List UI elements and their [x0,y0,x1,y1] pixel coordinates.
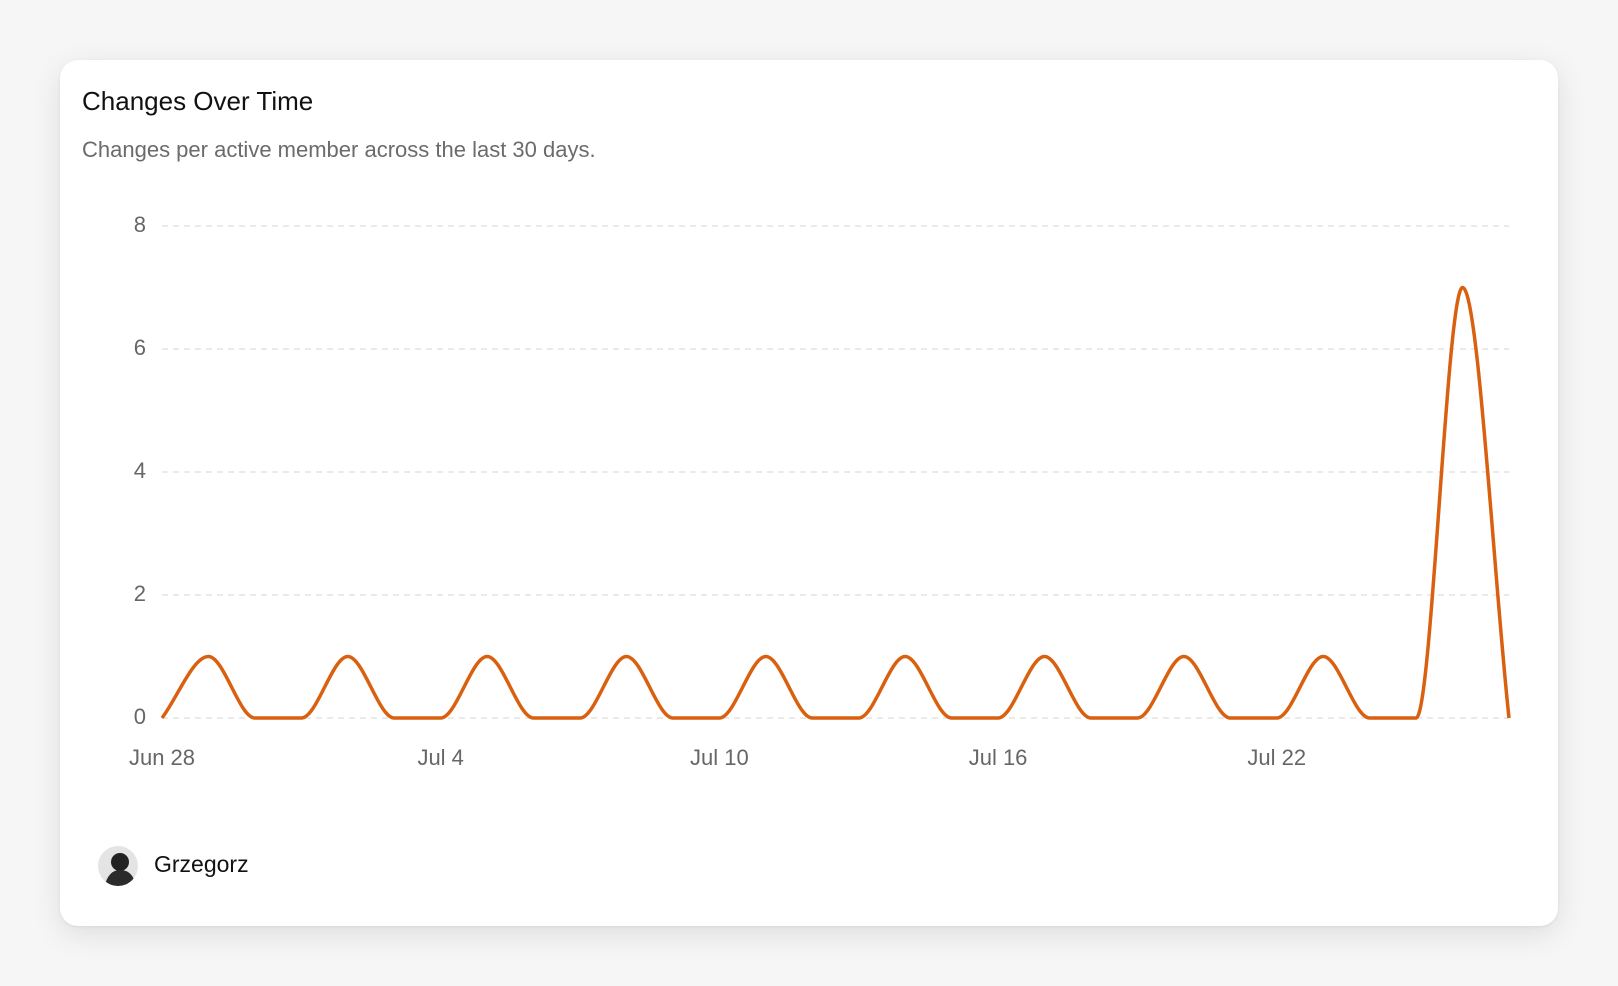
x-tick-label: Jul 16 [969,745,1028,770]
chart-subtitle: Changes per active member across the las… [82,137,596,162]
legend-label: Grzegorz [154,851,249,877]
y-tick-label: 0 [134,704,146,729]
x-tick-label: Jun 28 [129,745,195,770]
x-tick-label: Jul 4 [417,745,463,770]
x-tick-label: Jul 22 [1247,745,1306,770]
y-tick-label: 2 [134,581,146,606]
card [60,60,1558,926]
line [160,285,1511,720]
y-tick-label: 6 [134,335,146,360]
y-tick-label: 8 [134,212,146,237]
legend[interactable]: Grzegorz [98,846,249,888]
y-tick-label: 4 [134,458,146,483]
x-tick-label: Jul 10 [690,745,749,770]
chart-title: Changes Over Time [82,86,313,116]
avatar [98,846,138,886]
